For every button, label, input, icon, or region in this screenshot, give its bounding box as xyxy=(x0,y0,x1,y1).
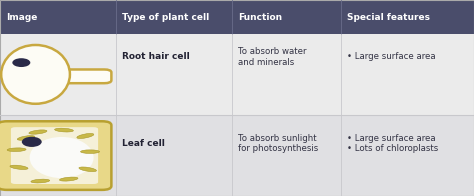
Ellipse shape xyxy=(7,148,26,152)
Text: To absorb sunlight
for photosynthesis: To absorb sunlight for photosynthesis xyxy=(238,134,318,153)
Ellipse shape xyxy=(22,137,42,147)
Ellipse shape xyxy=(12,58,30,67)
Ellipse shape xyxy=(17,136,35,140)
Text: Special features: Special features xyxy=(347,13,430,22)
Ellipse shape xyxy=(31,179,50,183)
Text: • Large surface area
• Lots of chloroplasts: • Large surface area • Lots of chloropla… xyxy=(347,134,438,153)
FancyBboxPatch shape xyxy=(0,121,111,190)
Ellipse shape xyxy=(29,130,47,134)
Text: Leaf cell: Leaf cell xyxy=(122,139,164,148)
Text: • Large surface area: • Large surface area xyxy=(347,53,436,61)
Bar xyxy=(0,0,474,34)
Ellipse shape xyxy=(77,133,94,138)
Ellipse shape xyxy=(79,167,97,172)
FancyBboxPatch shape xyxy=(55,70,111,83)
Text: Root hair cell: Root hair cell xyxy=(122,53,190,61)
Bar xyxy=(0,115,474,196)
Ellipse shape xyxy=(60,177,78,181)
Text: Function: Function xyxy=(238,13,282,22)
Ellipse shape xyxy=(81,150,100,153)
Ellipse shape xyxy=(1,45,70,104)
Ellipse shape xyxy=(29,137,94,178)
FancyBboxPatch shape xyxy=(11,127,98,184)
Bar xyxy=(59,73,66,80)
Text: Image: Image xyxy=(6,13,37,22)
Ellipse shape xyxy=(55,128,73,132)
Ellipse shape xyxy=(10,165,28,170)
Text: To absorb water
and minerals: To absorb water and minerals xyxy=(238,47,307,67)
Text: Type of plant cell: Type of plant cell xyxy=(122,13,209,22)
Bar xyxy=(0,34,474,115)
